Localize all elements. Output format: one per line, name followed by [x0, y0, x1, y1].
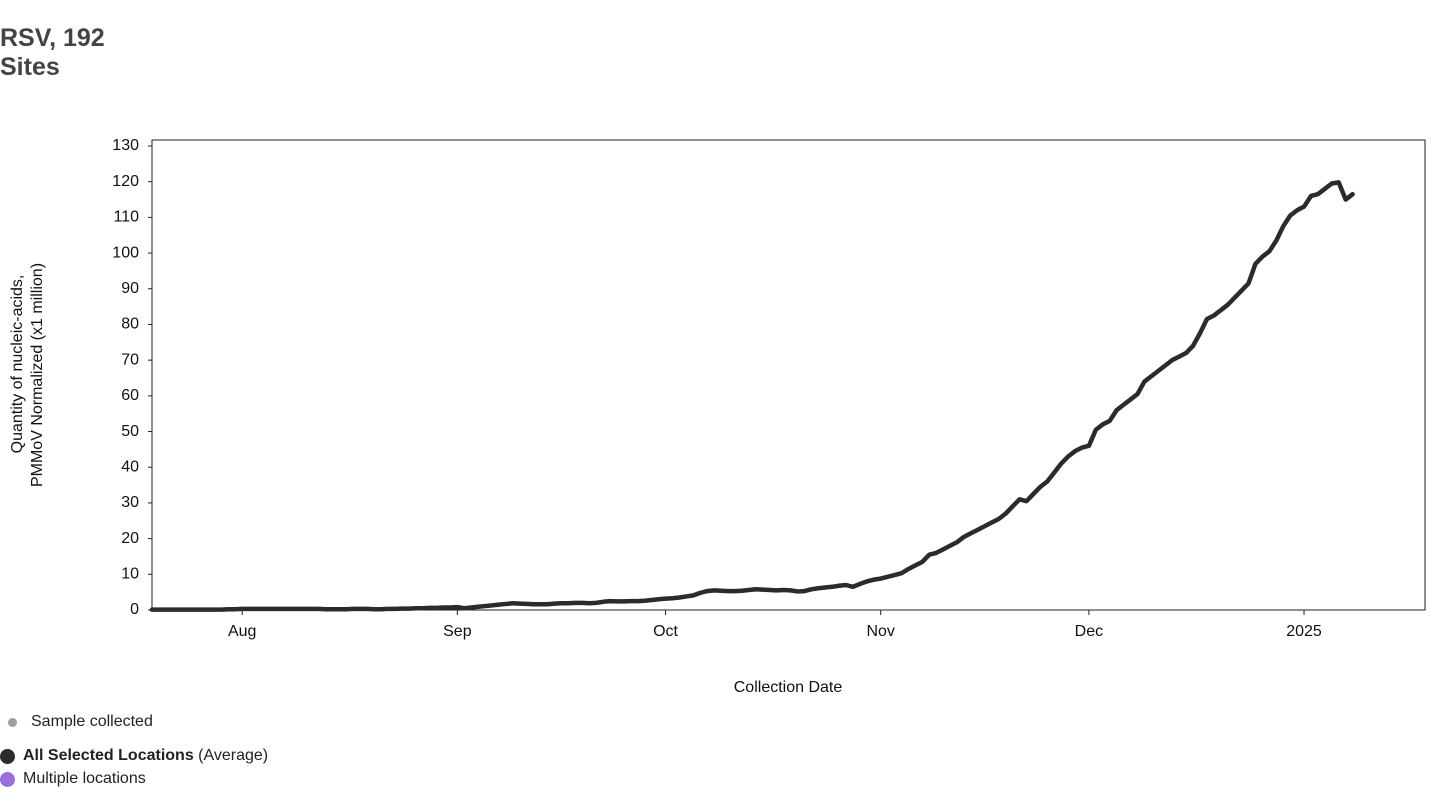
y-axis-label: Quantity of nucleic-acids, [9, 275, 26, 454]
legend-marker [8, 717, 17, 727]
y-axis-label: PMMoV Normalized (x1 million) [29, 263, 46, 487]
legend-marker [0, 748, 15, 764]
x-tick-label: Aug [228, 623, 256, 640]
legend-marker [0, 771, 15, 787]
x-tick-label: Dec [1075, 623, 1103, 640]
y-tick-label: 110 [113, 209, 139, 226]
legend-item: Sample collected [8, 713, 153, 731]
y-tick-label: 100 [112, 244, 139, 261]
y-tick-label: 0 [130, 601, 139, 618]
y-tick-label: 20 [121, 530, 139, 547]
x-tick-label: 2025 [1286, 623, 1322, 640]
y-tick-label: 80 [121, 316, 139, 333]
y-tick-label: 130 [112, 137, 139, 154]
legend-label: All Selected Locations [23, 747, 194, 764]
legend-label: Sample collected [31, 713, 153, 730]
legend-label: Multiple locations [23, 770, 146, 787]
legend-note: (Average) [198, 747, 269, 764]
y-tick-label: 60 [121, 387, 139, 404]
plot-frame [151, 139, 1426, 611]
legend-item: All Selected Locations (Average) [0, 747, 268, 765]
y-tick-label: 30 [121, 494, 139, 511]
series-line [149, 180, 1355, 612]
y-tick-label: 90 [121, 280, 139, 297]
x-axis-label: Collection Date [734, 679, 843, 696]
y-tick-label: 70 [121, 351, 139, 368]
x-tick-label: Oct [653, 623, 678, 640]
x-tick-label: Nov [866, 623, 894, 640]
x-tick-label: Sep [443, 623, 472, 640]
y-tick-label: 40 [121, 458, 139, 475]
y-tick-label: 50 [121, 423, 139, 440]
y-tick-label: 10 [121, 566, 139, 583]
legend-item: Multiple locations [0, 770, 146, 788]
y-tick-label: 120 [112, 173, 139, 190]
chart-title: RSV, 192 Sites [0, 24, 105, 81]
